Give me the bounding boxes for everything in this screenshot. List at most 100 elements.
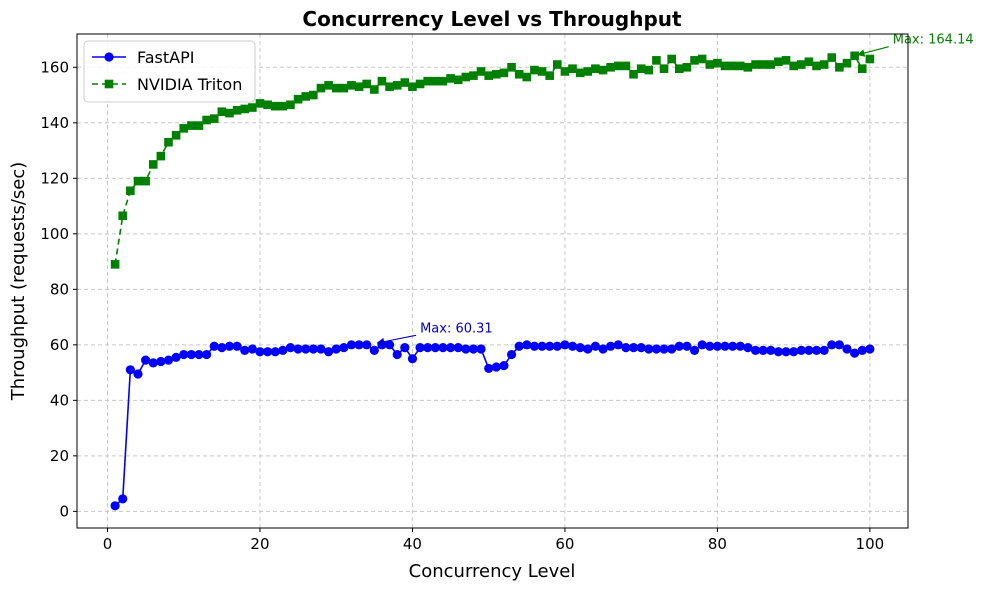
nvidia-triton-point (636, 64, 646, 73)
fastapi-point (423, 343, 433, 353)
fastapi-point (392, 349, 402, 360)
nvidia-triton-point (453, 75, 463, 85)
nvidia-triton-point (705, 60, 715, 69)
series-nvidia-triton (110, 51, 875, 269)
nvidia-triton-point (354, 82, 364, 92)
nvidia-triton-point (278, 101, 288, 111)
nvidia-triton-point (621, 61, 631, 71)
fastapi-point (430, 343, 440, 353)
fastapi-point (728, 341, 738, 351)
legend-nvidia-triton-marker (104, 79, 114, 89)
nvidia-triton-point (110, 260, 120, 269)
y-tick-label: 80 (50, 280, 69, 298)
nvidia-triton-point (766, 60, 776, 69)
annotation-arrow (376, 334, 417, 346)
nvidia-triton-point (240, 104, 250, 114)
x-tick-label: 60 (555, 535, 574, 553)
nvidia-triton-point (423, 76, 432, 86)
y-tick-label: 40 (50, 391, 69, 409)
fastapi-point (453, 343, 463, 353)
y-tick-label: 140 (40, 114, 69, 132)
nvidia-triton-point (583, 67, 593, 76)
x-axis-title: Concurrency Level (409, 561, 576, 582)
plot-frame (76, 33, 909, 529)
nvidia-triton-point (796, 60, 806, 69)
fastapi-point (118, 494, 128, 504)
fastapi-point (240, 345, 250, 355)
legend-box (83, 40, 256, 103)
nvidia-triton-point (301, 92, 311, 101)
fastapi-point (552, 341, 562, 351)
fastapi-point (476, 344, 486, 354)
fastapi-point (346, 340, 357, 350)
nvidia-triton-point (537, 67, 547, 76)
nvidia-triton-point (171, 130, 181, 140)
axis-ticks: 0 20 40 60 80 100 0 20 40 60 80 100 120 140 160 (40, 58, 884, 553)
annotation-label: Max: 60.31 (420, 321, 493, 336)
fastapi-point (362, 340, 372, 350)
fastapi-point (697, 340, 707, 350)
fastapi-point (415, 343, 425, 353)
nvidia-triton-point (370, 85, 379, 94)
nvidia-triton-point (606, 63, 615, 72)
fastapi-point (567, 341, 578, 351)
fastapi-point (689, 345, 700, 355)
fastapi-point (674, 341, 684, 351)
fastapi-point (789, 347, 799, 357)
nvidia-triton-point (156, 151, 166, 161)
nvidia-triton-point (553, 60, 562, 69)
nvidia-triton-point (674, 64, 684, 73)
x-tick-label: 20 (250, 535, 269, 553)
nvidia-triton-point (286, 100, 295, 110)
nvidia-triton-point (415, 79, 425, 89)
fastapi-point (331, 344, 341, 354)
nvidia-triton-point (613, 61, 623, 71)
fastapi-point (735, 341, 745, 351)
nvidia-triton-point (255, 99, 265, 108)
y-tick-label: 100 (40, 225, 69, 243)
nvidia-triton-point (347, 81, 356, 90)
nvidia-triton-point (713, 58, 722, 68)
nvidia-triton-point (598, 65, 608, 75)
fastapi-point (247, 344, 257, 354)
fastapi-point (819, 345, 829, 355)
nvidia-triton-point (446, 74, 455, 83)
fastapi-point (720, 341, 730, 351)
fastapi-point (407, 354, 418, 364)
nvidia-triton-point (118, 211, 128, 221)
nvidia-triton-point (789, 61, 798, 71)
fastapi-point (400, 343, 410, 353)
fastapi-point (758, 345, 768, 355)
fastapi-point (369, 345, 379, 355)
fastapi-point (766, 345, 776, 355)
chart-title: Concurrency Level vs Throughput (302, 7, 682, 31)
nvidia-triton-point (758, 60, 768, 69)
nvidia-triton-point (492, 69, 501, 79)
fastapi-point (141, 355, 151, 365)
nvidia-triton-point (232, 106, 242, 115)
fastapi-point (811, 345, 822, 355)
nvidia-triton-point (720, 61, 730, 71)
nvidia-triton-point (331, 83, 341, 93)
fastapi-point (865, 344, 875, 354)
nvidia-triton-point (164, 137, 173, 147)
nvidia-triton-point (781, 56, 791, 65)
fastapi-point (339, 343, 349, 353)
nvidia-triton-point (270, 101, 280, 111)
nvidia-triton-point (324, 81, 333, 90)
annotation-arrow (856, 46, 889, 57)
fastapi-point (583, 344, 593, 354)
fastapi-point (781, 347, 791, 357)
fastapi-point (438, 343, 448, 353)
legend-nvidia-triton-label: NVIDIA Triton (137, 75, 242, 94)
nvidia-triton-point (263, 100, 272, 110)
nvidia-triton-point (225, 108, 234, 118)
nvidia-triton-point (339, 83, 349, 93)
fastapi-point (445, 343, 456, 353)
fastapi-point (270, 347, 280, 357)
nvidia-triton-point (126, 186, 135, 196)
fastapi-point (110, 501, 120, 511)
nvidia-triton-point (499, 68, 509, 78)
annotations: Max: 60.31 Max: 164.14 (376, 33, 974, 346)
nvidia-triton-point (743, 63, 753, 72)
